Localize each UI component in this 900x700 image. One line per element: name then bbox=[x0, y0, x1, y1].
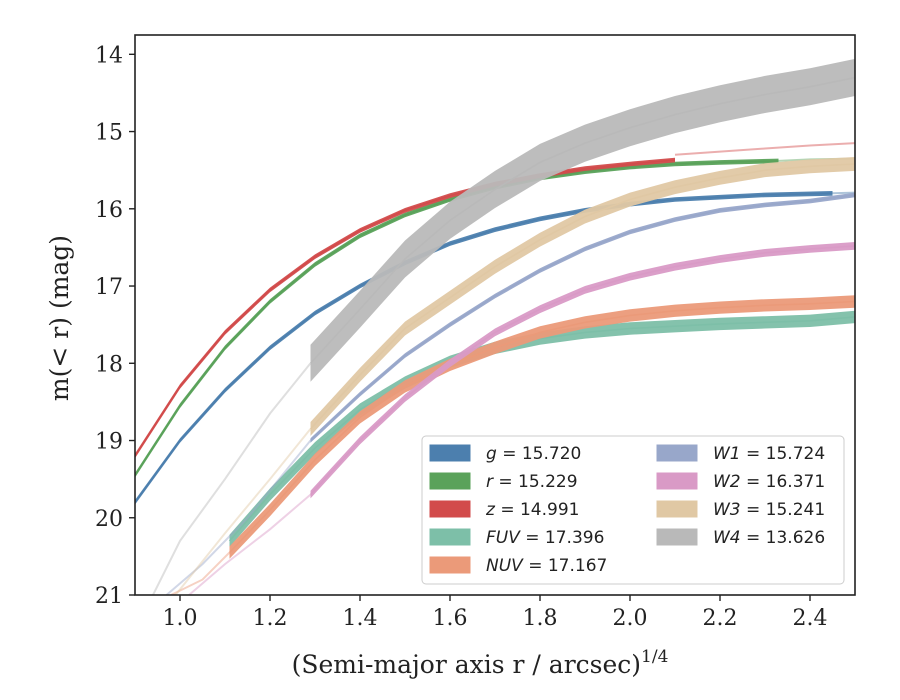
series-w3-extrapolation bbox=[174, 428, 312, 595]
x-tick-label: 1.0 bbox=[163, 606, 198, 631]
legend-swatch bbox=[429, 444, 471, 462]
legend-swatch bbox=[429, 472, 471, 490]
legend-label: g = 15.720 bbox=[486, 444, 581, 464]
series-w3 bbox=[174, 157, 855, 595]
legend: g = 15.720 r = 15.229 z = 14.991 FUV = 17.3… bbox=[421, 435, 845, 585]
y-tick-label: 15 bbox=[95, 121, 123, 146]
series-g-line bbox=[135, 192, 833, 503]
x-axis: 1.0 1.2 1.4 1.6 1.8 2.0 2.2 2.4 bbox=[163, 595, 828, 631]
legend-box bbox=[421, 435, 845, 585]
series-r-line bbox=[135, 160, 779, 476]
series-z bbox=[135, 142, 855, 459]
legend-swatch bbox=[656, 444, 698, 462]
series-g bbox=[135, 191, 855, 505]
legend-label: W4 = 13.626 bbox=[713, 528, 825, 548]
legend-label: r = 15.229 bbox=[486, 472, 578, 492]
plot-frame bbox=[134, 34, 856, 596]
series-g-extrapolation bbox=[832, 191, 855, 195]
legend-label: FUV = 17.396 bbox=[486, 528, 604, 548]
x-tick-label: 2.0 bbox=[613, 606, 648, 631]
y-axis-title: m(< r) (mag) bbox=[45, 235, 74, 401]
legend-item-w4: W4 = 13.626 bbox=[656, 528, 825, 548]
legend-swatch bbox=[429, 528, 471, 546]
legend-item-g: g = 15.720 bbox=[429, 444, 581, 464]
series-w1-extrapolation bbox=[165, 439, 312, 595]
legend-item-fuv: FUV = 17.396 bbox=[429, 528, 604, 548]
y-axis: 14 15 16 17 18 19 20 21 bbox=[95, 43, 135, 609]
legend-swatch bbox=[656, 472, 698, 490]
series-w1-line bbox=[309, 194, 855, 442]
legend-item-r: r = 15.229 bbox=[429, 472, 578, 492]
legend-label: z = 14.991 bbox=[485, 500, 579, 520]
legend-label: W2 = 16.371 bbox=[713, 472, 825, 492]
x-tick-label: 2.2 bbox=[703, 606, 738, 631]
x-tick-label: 2.4 bbox=[793, 606, 828, 631]
series-w2-band bbox=[310, 242, 855, 499]
series-z-extrapolation bbox=[674, 142, 855, 156]
series-w4-extrapolation bbox=[152, 362, 312, 595]
legend-swatch bbox=[429, 556, 471, 574]
legend-swatch bbox=[429, 500, 471, 518]
x-tick-label: 1.6 bbox=[433, 606, 468, 631]
series-z-band bbox=[135, 157, 675, 459]
y-tick-label: 16 bbox=[95, 198, 123, 223]
series-w1 bbox=[165, 192, 855, 595]
y-tick-label: 21 bbox=[95, 584, 123, 609]
series-nuv-extrapolation bbox=[170, 551, 231, 595]
series-w3-line bbox=[309, 163, 855, 430]
y-tick-label: 14 bbox=[95, 43, 123, 68]
x-axis-title-exponent: 1/4 bbox=[641, 647, 668, 667]
y-tick-label: 20 bbox=[95, 507, 123, 532]
x-axis-title: (Semi-major axis r / arcsec)1/4 bbox=[292, 647, 669, 679]
series-w2 bbox=[188, 242, 855, 595]
legend-swatch bbox=[656, 500, 698, 518]
series-w3-band bbox=[310, 157, 855, 436]
legend-item-nuv: NUV = 17.167 bbox=[429, 556, 607, 576]
legend-label: W1 = 15.724 bbox=[713, 444, 825, 464]
series-layer bbox=[135, 58, 855, 595]
legend-label: W3 = 15.241 bbox=[713, 500, 825, 520]
series-nuv-band bbox=[229, 295, 855, 559]
y-tick-label: 19 bbox=[95, 430, 123, 455]
series-w2-extrapolation bbox=[188, 493, 312, 595]
legend-item-z: z = 14.991 bbox=[429, 500, 579, 520]
series-w4-band bbox=[310, 58, 855, 382]
x-tick-label: 1.2 bbox=[253, 606, 288, 631]
legend-item-w2: W2 = 16.371 bbox=[656, 472, 825, 492]
series-nuv bbox=[170, 295, 855, 595]
series-w4-line bbox=[309, 76, 855, 364]
legend-label: NUV = 17.167 bbox=[486, 556, 607, 576]
y-tick-label: 18 bbox=[95, 352, 123, 377]
series-z-line bbox=[135, 159, 676, 457]
y-tick-label: 17 bbox=[95, 275, 123, 300]
series-w2-line bbox=[309, 245, 855, 496]
x-tick-label: 1.8 bbox=[523, 606, 558, 631]
legend-swatch bbox=[656, 528, 698, 546]
series-w4 bbox=[152, 58, 855, 595]
legend-item-w1: W1 = 15.724 bbox=[656, 444, 825, 464]
x-axis-title-main: (Semi-major axis r / arcsec) bbox=[292, 650, 641, 679]
legend-item-w3: W3 = 15.241 bbox=[656, 500, 825, 520]
x-tick-label: 1.4 bbox=[343, 606, 378, 631]
series-nuv-line bbox=[228, 300, 855, 554]
